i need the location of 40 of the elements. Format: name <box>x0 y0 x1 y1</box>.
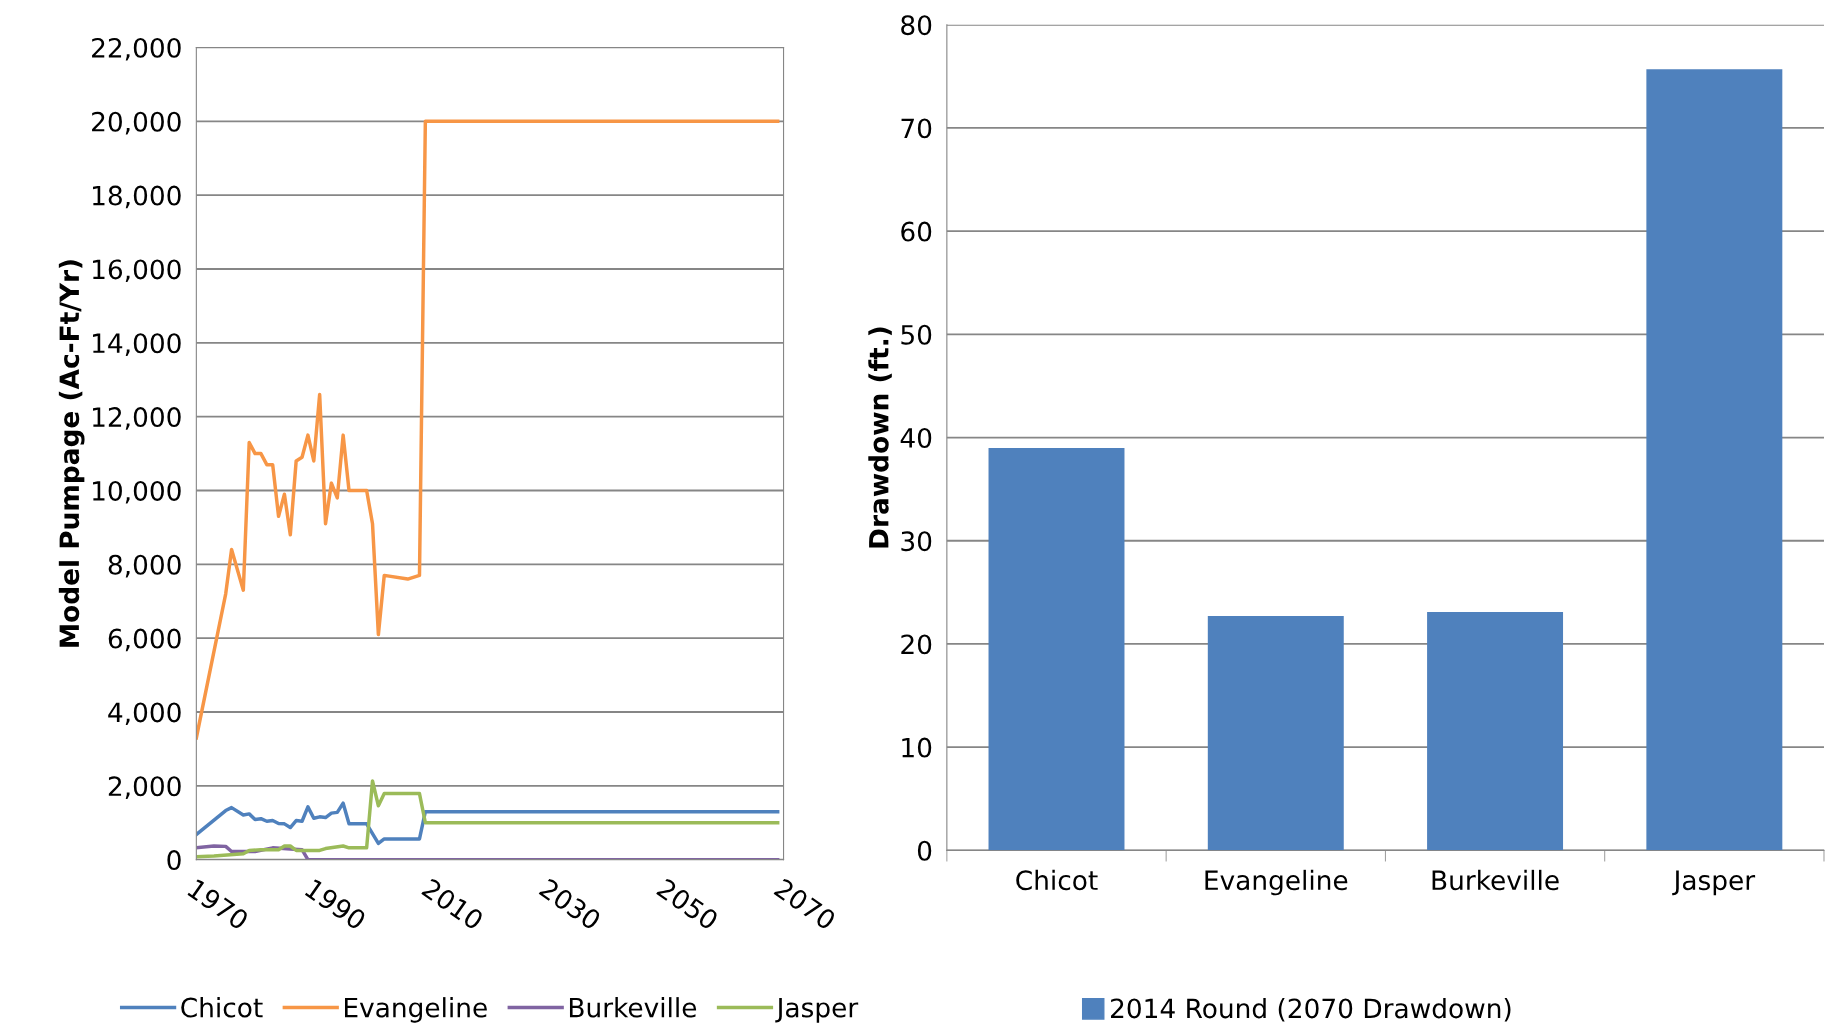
y-tick-label: 6,000 <box>108 628 181 652</box>
line-series <box>196 119 780 740</box>
y-tick-label: 0 <box>917 840 932 861</box>
line-series <box>196 801 780 846</box>
x-tick-label: Jasper <box>1672 870 1756 896</box>
bar <box>1646 69 1783 851</box>
y-tick-label: 8,000 <box>108 554 181 578</box>
bar <box>1427 611 1564 851</box>
y-tick-label: 20 <box>901 634 932 655</box>
line-series <box>196 844 780 860</box>
legend-label: Jasper <box>775 997 859 1023</box>
x-tick-label: Chicot <box>1016 869 1098 891</box>
y-tick-label: 14,000 <box>93 333 181 356</box>
legend-label: Chicot <box>181 997 263 1018</box>
y-tick-label: 16,000 <box>93 259 181 283</box>
legend-label: Burkeville <box>569 997 697 1018</box>
y-tick-label: 80 <box>901 15 932 36</box>
y-tick-label: 0 <box>167 850 181 871</box>
y-tick-label: 70 <box>901 118 932 139</box>
legend-label: Evangeline <box>345 997 487 1023</box>
x-tick-label: Evangeline <box>1205 869 1348 896</box>
bar <box>988 447 1125 851</box>
y-tick-label: 4,000 <box>108 702 181 726</box>
y-tick-label: 22,000 <box>92 37 181 61</box>
y-axis-title: Model Pumpage (Ac-Ft/Yr) <box>58 260 85 647</box>
y-tick-label: 60 <box>901 221 932 242</box>
bar <box>1207 616 1344 851</box>
y-tick-label: 30 <box>901 531 932 552</box>
y-tick-label: 18,000 <box>93 185 181 209</box>
y-axis-title: Drawdown (ft.) <box>868 327 892 548</box>
y-tick-label: 50 <box>901 324 932 345</box>
y-tick-label: 10 <box>902 737 932 758</box>
line-series <box>196 779 780 859</box>
legend-label: 2014 Round (2070 Drawdown) <box>1110 997 1511 1022</box>
x-tick-label: Burkeville <box>1432 869 1559 891</box>
y-tick-label: 12,000 <box>93 407 181 430</box>
y-tick-label: 2,000 <box>108 776 181 799</box>
y-tick-label: 40 <box>900 428 932 448</box>
y-tick-label: 20,000 <box>92 111 181 135</box>
y-tick-label: 10,000 <box>93 480 181 504</box>
